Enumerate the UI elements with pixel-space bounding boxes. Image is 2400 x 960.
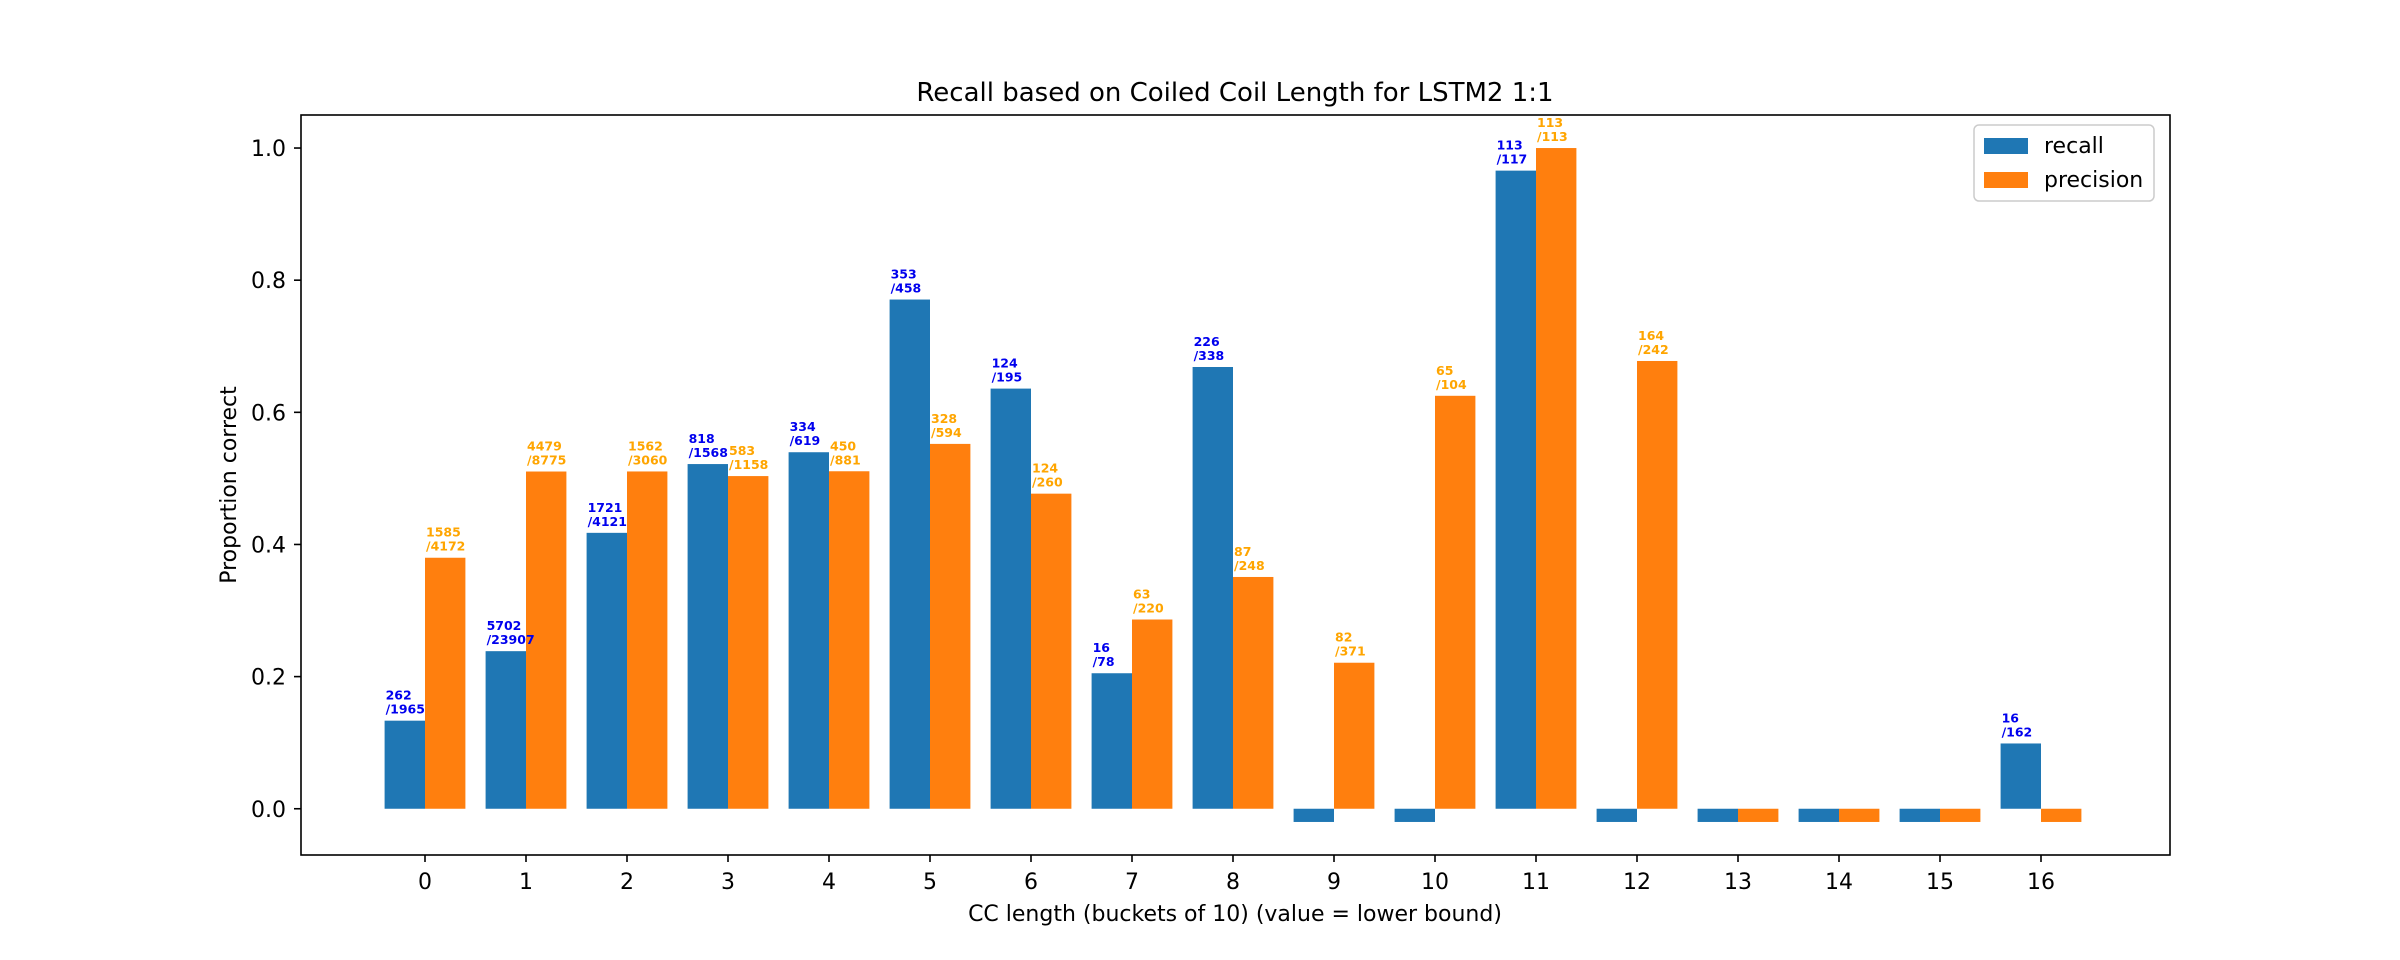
bar-label-recall-6: 124/195 [992,356,1023,385]
bar-recall-4 [788,452,829,809]
y-tick-label-1.0: 1.0 [251,137,286,162]
x-tick-label-16: 16 [2027,870,2055,895]
bar-precision-3 [728,476,769,809]
x-tick-label-1: 1 [519,870,533,895]
bar-precision-4 [829,471,870,809]
bar-labels-layer: 262/1965 5702/23907 1721/4121 818/1568 334/6… [386,115,2033,739]
bar-label-recall-11: 113/117 [1497,138,1528,167]
x-axis-label: CC length (buckets of 10) (value = lower… [968,902,1502,927]
bar-precision-5 [930,443,971,809]
bar-precision-8 [1233,576,1274,809]
bar-recall-15 [1899,808,1940,822]
bar-label-precision-7: 63/220 [1133,587,1164,616]
bar-label-precision-6: 124/260 [1032,461,1063,490]
bar-precision-13 [1738,808,1779,822]
y-tick-label-0.8: 0.8 [251,269,286,294]
legend-label-precision: precision [2044,168,2143,193]
x-tick-label-10: 10 [1421,870,1449,895]
legend: recall precision [1973,124,2155,202]
bar-precision-0 [425,557,466,809]
bar-recall-6 [990,388,1031,809]
bar-precision-15 [1940,808,1981,822]
bar-recall-11 [1495,170,1536,809]
bar-recall-1 [485,651,526,809]
x-tick-label-12: 12 [1623,870,1651,895]
bar-precision-10 [1435,395,1476,809]
bar-precision-12 [1637,360,1678,809]
bar-label-precision-10: 65/104 [1436,363,1467,392]
plot-frame [300,114,2171,856]
bar-label-recall-2: 1721/4121 [588,500,627,529]
x-tick-label-11: 11 [1522,870,1550,895]
bar-precision-7 [1132,619,1173,809]
chart-title: Recall based on Coiled Coil Length for L… [916,78,1553,108]
x-tick-label-13: 13 [1724,870,1752,895]
bar-label-recall-4: 334/619 [790,419,821,448]
bar-precision-11 [1536,148,1577,809]
bar-recall-10 [1394,808,1435,822]
bar-label-precision-2: 1562/3060 [628,438,668,467]
legend-swatch-precision [1984,172,2028,188]
bar-precision-2 [627,471,668,809]
bar-recall-3 [687,464,728,809]
bar-recall-2 [586,532,627,809]
x-tick-label-5: 5 [923,870,937,895]
bar-label-recall-16: 16/162 [2002,710,2033,739]
x-tick-label-2: 2 [620,870,634,895]
bar-precision-16 [2041,808,2082,822]
bar-label-precision-8: 87/248 [1234,544,1265,573]
y-axis-ticks: 0.0 0.2 0.4 0.6 0.8 1.0 [251,137,301,823]
x-tick-label-9: 9 [1327,870,1341,895]
bar-recall-12 [1596,808,1637,822]
x-tick-label-15: 15 [1926,870,1954,895]
bar-recall-0 [384,720,425,809]
bar-recall-9 [1293,808,1334,822]
bar-label-precision-3: 583/1158 [729,443,768,472]
y-tick-label-0.0: 0.0 [251,798,286,823]
bar-precision-1 [526,471,567,809]
x-tick-label-3: 3 [721,870,735,895]
bars-layer [384,148,2082,822]
bar-label-precision-4: 450/881 [830,438,861,467]
bar-label-precision-9: 82/371 [1335,630,1366,659]
legend-swatch-recall [1984,138,2028,154]
bar-label-recall-5: 353/458 [891,267,922,296]
bar-recall-14 [1798,808,1839,822]
x-axis-ticks: 0 1 2 3 4 5 6 7 8 9 10 11 12 13 14 15 16 [418,855,2055,895]
bar-label-recall-1: 5702/23907 [487,618,535,647]
x-tick-label-7: 7 [1125,870,1139,895]
bar-label-precision-5: 328/594 [931,411,962,440]
bar-precision-9 [1334,662,1375,809]
bar-recall-16 [2000,743,2041,809]
bar-label-precision-12: 164/242 [1638,328,1669,357]
x-tick-label-8: 8 [1226,870,1240,895]
bar-label-precision-0: 1585/4172 [426,525,465,554]
bar-label-precision-11: 113/113 [1537,115,1568,144]
bar-label-recall-3: 818/1568 [689,431,728,460]
bar-label-recall-8: 226/338 [1194,334,1225,363]
bar-recall-5 [889,299,930,809]
y-tick-label-0.6: 0.6 [251,401,286,426]
bar-recall-7 [1091,673,1132,809]
bar-recall-13 [1697,808,1738,822]
x-tick-label-4: 4 [822,870,836,895]
y-tick-label-0.4: 0.4 [251,533,286,558]
bar-recall-8 [1192,367,1233,809]
legend-label-recall: recall [2044,134,2104,159]
y-tick-label-0.2: 0.2 [251,666,286,691]
bar-precision-14 [1839,808,1880,822]
bar-precision-6 [1031,493,1072,809]
y-axis-label: Proportion correct [217,386,242,584]
bar-label-recall-0: 262/1965 [386,688,425,717]
x-tick-label-6: 6 [1024,870,1038,895]
bar-label-precision-1: 4479/8775 [527,439,566,468]
x-tick-label-0: 0 [418,870,432,895]
bar-label-recall-7: 16/78 [1093,640,1115,669]
x-tick-label-14: 14 [1825,870,1853,895]
